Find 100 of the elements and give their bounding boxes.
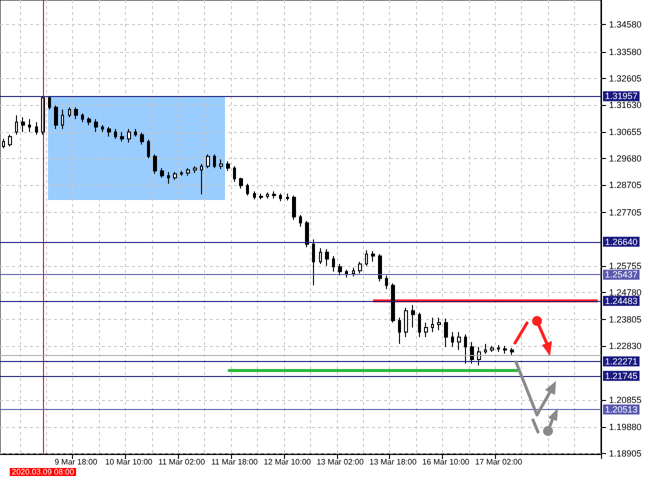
candlestick bbox=[61, 109, 64, 130]
ref-line-label: 1.26640 bbox=[605, 236, 638, 247]
candlestick bbox=[385, 274, 388, 290]
y-tick-label: 1.19880 bbox=[609, 422, 642, 432]
x-tick-label: 13 Mar 18:00 bbox=[369, 458, 418, 466]
candlestick bbox=[35, 122, 38, 136]
candlestick bbox=[470, 342, 474, 364]
candlestick bbox=[444, 318, 448, 348]
candlestick bbox=[94, 118, 98, 132]
candlestick bbox=[503, 345, 507, 354]
candlestick bbox=[48, 96, 51, 110]
candlestick bbox=[332, 256, 335, 272]
ref-line-label: 1.25437 bbox=[605, 270, 638, 280]
candlestick bbox=[437, 317, 441, 331]
ref-line-label: 1.24483 bbox=[605, 296, 638, 306]
candlestick bbox=[193, 166, 197, 174]
candlestick bbox=[391, 282, 395, 324]
x-tick-label: 12 Mar 10:00 bbox=[264, 458, 312, 466]
ref-line-label: 1.20513 bbox=[605, 404, 638, 415]
candlestick bbox=[484, 343, 487, 354]
candlestick bbox=[15, 114, 18, 136]
candlestick bbox=[74, 106, 78, 120]
x-tick-label: 17 Mar 02:00 bbox=[475, 458, 523, 466]
candlestick bbox=[358, 261, 362, 274]
candlestick bbox=[477, 346, 481, 366]
candlestick bbox=[457, 332, 461, 350]
candlestick bbox=[114, 128, 117, 140]
y-tick-label: 1.18905 bbox=[609, 448, 642, 459]
candlestick bbox=[127, 128, 131, 144]
ref-line-label: 1.21745 bbox=[605, 370, 638, 381]
ref-line-label: 1.22271 bbox=[605, 356, 638, 366]
candlestick bbox=[186, 168, 190, 176]
y-tick-label: 1.28705 bbox=[609, 180, 642, 190]
candlestick bbox=[134, 128, 137, 138]
y-tick-label: 1.31630 bbox=[609, 100, 642, 110]
candlestick bbox=[286, 193, 289, 201]
x-tick-label: 2020.03.09 08:00 bbox=[12, 468, 75, 476]
y-tick-label: 1.30655 bbox=[609, 126, 642, 137]
candlestick bbox=[259, 193, 263, 200]
y-tick-label: 1.23805 bbox=[609, 314, 642, 324]
candlestick bbox=[81, 112, 84, 123]
candlestick bbox=[160, 168, 164, 178]
candlestick bbox=[200, 164, 203, 195]
candlestick bbox=[107, 126, 111, 138]
y-tick-label: 1.20855 bbox=[609, 395, 642, 406]
candlestick bbox=[28, 118, 31, 132]
x-tick-label: 9 Mar 18:00 bbox=[54, 458, 98, 466]
x-tick-label: 16 Mar 10:00 bbox=[422, 458, 470, 466]
candlestick bbox=[272, 190, 276, 200]
candlestick bbox=[404, 307, 408, 338]
candlestick bbox=[239, 177, 243, 190]
candlestick bbox=[319, 248, 322, 264]
candlestick bbox=[312, 238, 315, 286]
candlestick bbox=[451, 332, 454, 348]
candlestick bbox=[279, 193, 282, 202]
candlestick bbox=[299, 214, 302, 228]
candlestick bbox=[325, 248, 329, 266]
x-tick-label: 11 Mar 18:00 bbox=[211, 458, 258, 466]
candlestick bbox=[246, 183, 249, 196]
x-tick-label: 10 Mar 10:00 bbox=[105, 458, 153, 466]
candlestick bbox=[206, 154, 210, 169]
candlestick bbox=[8, 134, 12, 147]
candlestick bbox=[173, 171, 177, 180]
candlestick bbox=[153, 154, 157, 174]
y-tick-label: 1.27705 bbox=[609, 208, 642, 218]
candlestick bbox=[21, 116, 25, 132]
y-tick-label: 1.34580 bbox=[609, 19, 642, 30]
candlestick bbox=[54, 104, 58, 130]
candlestick bbox=[431, 317, 434, 333]
candlestick bbox=[167, 171, 170, 184]
candlestick bbox=[266, 192, 269, 200]
candlestick bbox=[510, 348, 514, 356]
candlestick bbox=[418, 312, 421, 338]
candlestick bbox=[147, 139, 150, 159]
candlestick bbox=[68, 106, 71, 118]
candlestick bbox=[497, 344, 500, 352]
candlestick bbox=[101, 124, 104, 132]
candlestick bbox=[226, 160, 230, 172]
candlestick bbox=[490, 345, 494, 352]
candlestick bbox=[120, 131, 124, 142]
candlestick bbox=[253, 190, 256, 200]
candlestick bbox=[378, 254, 382, 282]
y-tick-label: 1.25755 bbox=[609, 261, 642, 272]
y-tick-label: 1.33580 bbox=[609, 46, 642, 57]
candlestick bbox=[338, 263, 342, 276]
candlestick bbox=[398, 317, 401, 344]
candlestick bbox=[140, 132, 144, 146]
candlestick bbox=[345, 269, 348, 278]
candlestick bbox=[371, 250, 375, 262]
candlestick bbox=[365, 250, 368, 266]
candlestick bbox=[424, 322, 428, 338]
y-tick-label: 1.22830 bbox=[609, 341, 642, 352]
candlestick bbox=[292, 195, 296, 220]
y-tick-label: 1.32605 bbox=[609, 73, 642, 84]
candlestick bbox=[219, 158, 223, 170]
x-tick-label: 13 Mar 02:00 bbox=[316, 458, 364, 466]
y-tick-label: 1.29680 bbox=[609, 154, 642, 164]
y-tick-label: 1.24780 bbox=[609, 288, 642, 298]
candlestick bbox=[464, 334, 467, 364]
candlestick bbox=[213, 154, 216, 169]
